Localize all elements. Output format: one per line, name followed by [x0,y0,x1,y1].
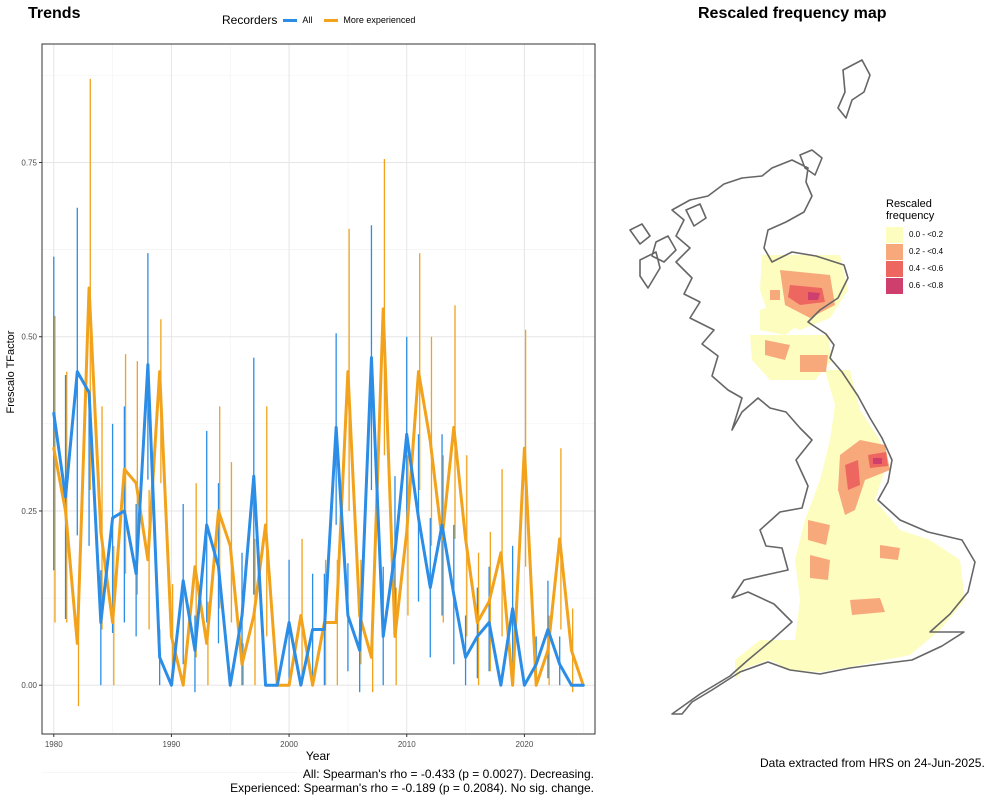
chart-legend: Recorders All More experienced [222,12,427,28]
coastline-outline [629,59,976,715]
map-fill [735,255,965,680]
trends-title: Trends [28,5,81,22]
x-tick-label: 2000 [280,740,298,749]
y-tick-label: 0.75 [21,158,37,167]
y-axis-label: Frescalo TFactor [5,330,17,413]
trend-statistics: All: Spearman's rho = -0.433 (p = 0.0027… [230,767,594,795]
map-legend-title-line1: Rescaled [886,198,932,210]
map-legend-swatch-1 [886,243,903,260]
x-tick-label: 2010 [398,740,416,749]
trends-chart: 0.00 0.25 0.50 0.75 1980 1990 2000 2010 2020 Yea… [5,43,596,773]
y-tick-label: 0.00 [21,681,37,690]
map-legend-title: Rescaled frequency [886,198,943,222]
map-legend-class-1: 0.2 - <0.4 [886,243,943,260]
legend-title: Recorders [222,13,278,27]
legend-swatch-experienced [324,18,339,22]
legend-label-experienced: More experienced [343,15,416,25]
stats-experienced: Experienced: Spearman's rho = -0.189 (p … [230,781,594,795]
map-legend-class-2: 0.4 - <0.6 [886,260,943,277]
legend-label-all: All [302,15,313,25]
series-line-all [52,356,585,687]
plot-panel [41,43,596,735]
map-legend-label-1: 0.2 - <0.4 [909,247,944,256]
legend-item-experienced: More experienced [324,15,415,25]
map-legend: Rescaled frequency 0.0 - <0.2 0.2 - <0.4… [886,198,943,294]
series-line-experienced [52,286,585,687]
map-legend-class-0: 0.0 - <0.2 [886,226,943,243]
map-legend-label-3: 0.6 - <0.8 [909,281,944,290]
map-legend-swatch-3 [886,277,903,294]
y-tick-label: 0.50 [21,333,37,342]
map-legend-title-line2: frequency [886,210,935,222]
legend-swatch-all [283,18,298,22]
map-legend-label-2: 0.4 - <0.6 [909,264,944,273]
x-axis-label: Year [306,749,330,763]
y-tick-label: 0.25 [21,507,37,516]
x-tick-label: 1980 [45,740,63,749]
series-lines [52,286,585,687]
stats-all: All: Spearman's rho = -0.433 (p = 0.0027… [302,767,594,781]
map-title: Rescaled frequency map [698,5,887,22]
x-tick-label: 2020 [516,740,534,749]
map-legend-class-3: 0.6 - <0.8 [886,277,943,294]
map-legend-label-0: 0.0 - <0.2 [909,230,944,239]
ticks: 0.00 0.25 0.50 0.75 1980 1990 2000 2010 2020 [21,158,533,749]
grid [42,44,595,773]
map-legend-swatch-0 [886,226,903,243]
frequency-map [629,59,976,715]
map-legend-swatch-2 [886,260,903,277]
data-source-note: Data extracted from HRS on 24-Jun-2025. [760,756,985,770]
x-tick-label: 1990 [163,740,181,749]
legend-item-all: All [283,15,312,25]
